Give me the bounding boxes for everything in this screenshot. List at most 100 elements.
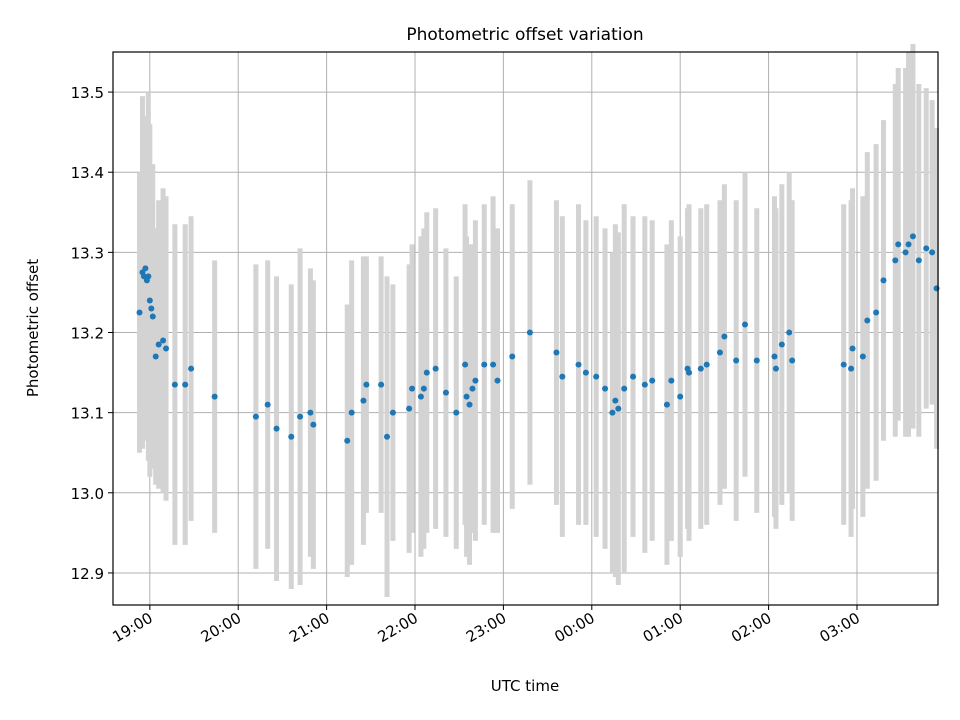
data-point bbox=[575, 361, 582, 368]
y-tick-label: 12.9 bbox=[71, 565, 104, 583]
y-tick-label: 13.3 bbox=[71, 244, 104, 262]
data-point bbox=[211, 393, 218, 400]
data-point bbox=[310, 421, 317, 428]
plot-frame bbox=[112, 51, 939, 606]
data-point bbox=[602, 385, 609, 392]
data-point bbox=[163, 345, 170, 352]
data-point bbox=[188, 365, 195, 372]
data-point bbox=[612, 397, 619, 404]
data-point bbox=[307, 409, 314, 416]
data-point bbox=[509, 353, 516, 360]
data-point bbox=[160, 337, 167, 344]
data-point bbox=[840, 361, 847, 368]
data-point bbox=[895, 241, 902, 248]
data-point bbox=[923, 245, 930, 252]
data-point bbox=[786, 329, 793, 336]
data-point bbox=[526, 329, 533, 336]
data-point bbox=[442, 389, 449, 396]
data-point bbox=[905, 241, 912, 248]
data-point bbox=[703, 361, 710, 368]
data-point bbox=[663, 401, 670, 408]
data-point bbox=[406, 405, 413, 412]
data-point bbox=[149, 313, 156, 320]
data-point bbox=[420, 385, 427, 392]
data-point bbox=[892, 257, 899, 264]
y-tick-label: 13.5 bbox=[71, 84, 104, 102]
data-point bbox=[902, 249, 909, 256]
data-point bbox=[264, 401, 271, 408]
data-point bbox=[864, 317, 871, 324]
data-point bbox=[909, 233, 916, 240]
data-point bbox=[348, 409, 355, 416]
y-tick-label: 13.0 bbox=[71, 485, 104, 503]
data-point bbox=[288, 433, 295, 440]
data-point bbox=[389, 409, 396, 416]
data-point bbox=[716, 349, 723, 356]
data-point bbox=[152, 353, 159, 360]
data-point bbox=[593, 373, 600, 380]
data-point bbox=[360, 397, 367, 404]
data-point bbox=[849, 345, 856, 352]
y-axis-label: Photometric offset bbox=[24, 259, 42, 397]
data-point bbox=[297, 413, 304, 420]
data-point bbox=[494, 377, 501, 384]
data-point bbox=[915, 257, 922, 264]
data-point bbox=[142, 265, 149, 272]
data-point bbox=[677, 393, 684, 400]
data-point bbox=[363, 381, 370, 388]
data-point bbox=[171, 381, 178, 388]
data-point bbox=[609, 409, 616, 416]
data-point bbox=[859, 353, 866, 360]
data-point bbox=[929, 249, 936, 256]
data-point bbox=[630, 373, 637, 380]
data-point bbox=[771, 353, 778, 360]
data-point bbox=[582, 369, 589, 376]
data-point bbox=[145, 273, 152, 280]
data-point bbox=[848, 365, 855, 372]
data-point bbox=[721, 333, 728, 340]
data-point bbox=[668, 377, 675, 384]
data-point bbox=[615, 405, 622, 412]
y-tick-label: 13.2 bbox=[71, 325, 104, 343]
data-point bbox=[621, 385, 628, 392]
data-point bbox=[417, 393, 424, 400]
data-point bbox=[378, 381, 385, 388]
y-tick-label: 13.1 bbox=[71, 405, 104, 423]
data-point bbox=[733, 357, 740, 364]
data-point bbox=[789, 357, 796, 364]
data-point bbox=[463, 393, 470, 400]
data-point bbox=[148, 305, 155, 312]
data-point bbox=[136, 309, 143, 316]
chart-title: Photometric offset variation bbox=[406, 25, 643, 45]
data-point bbox=[753, 357, 760, 364]
data-point bbox=[469, 385, 476, 392]
data-point bbox=[182, 381, 189, 388]
data-point bbox=[778, 341, 785, 348]
data-point bbox=[472, 377, 479, 384]
data-point bbox=[880, 277, 887, 284]
data-point bbox=[772, 365, 779, 372]
data-points bbox=[136, 233, 940, 444]
data-point bbox=[409, 385, 416, 392]
data-point bbox=[686, 369, 693, 376]
data-point bbox=[559, 373, 566, 380]
data-point bbox=[344, 437, 351, 444]
x-axis-label: UTC time bbox=[491, 677, 559, 695]
data-point bbox=[453, 409, 460, 416]
data-point bbox=[462, 361, 469, 368]
data-point bbox=[384, 433, 391, 440]
data-point bbox=[273, 425, 280, 432]
data-point bbox=[490, 361, 497, 368]
data-point bbox=[252, 413, 259, 420]
data-point bbox=[873, 309, 880, 316]
y-tick-label: 13.4 bbox=[71, 164, 104, 182]
y-axis: 12.9 13.0 13.1 13.2 13.3 13.4 13.5 bbox=[71, 84, 113, 583]
data-point bbox=[146, 297, 153, 304]
data-point bbox=[155, 341, 162, 348]
data-point bbox=[423, 369, 430, 376]
data-point bbox=[649, 377, 656, 384]
data-point bbox=[553, 349, 560, 356]
data-point bbox=[742, 321, 749, 328]
data-point bbox=[432, 365, 439, 372]
